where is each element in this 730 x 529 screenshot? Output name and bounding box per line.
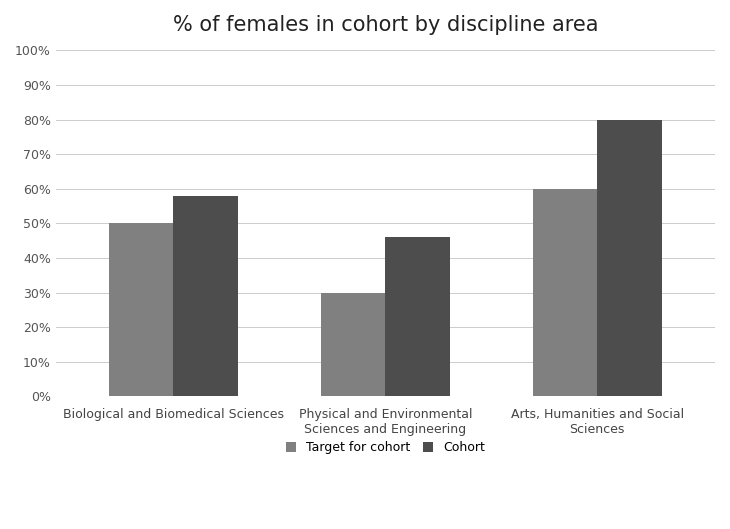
Title: % of females in cohort by discipline area: % of females in cohort by discipline are…	[172, 15, 598, 35]
Bar	[532, 189, 597, 396]
Legend: Target for cohort, Cohort: Target for cohort, Cohort	[281, 436, 490, 459]
Bar	[174, 196, 238, 396]
Bar	[109, 223, 174, 396]
Bar	[385, 238, 450, 396]
Bar	[320, 293, 385, 396]
Bar	[597, 120, 662, 396]
